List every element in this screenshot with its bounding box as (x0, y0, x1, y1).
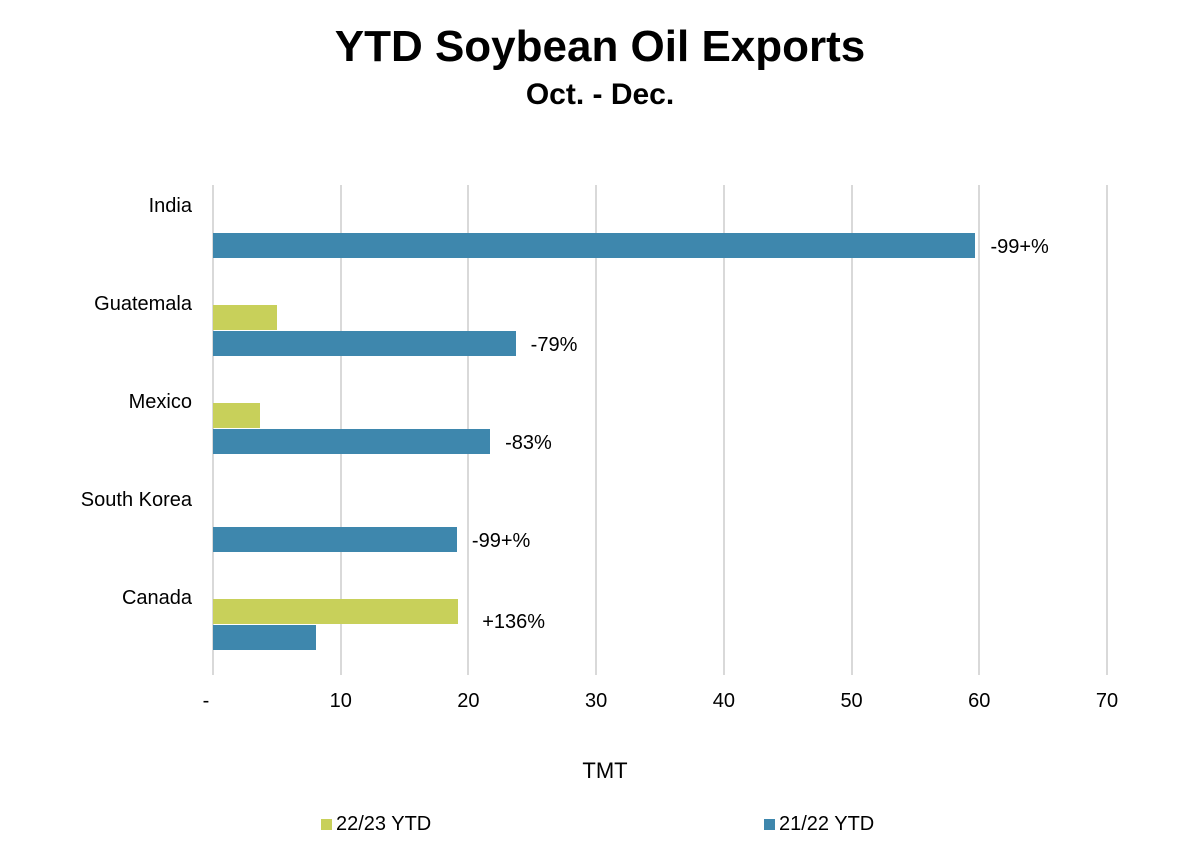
legend-swatch-2122 (764, 819, 775, 830)
x-tick-label: 50 (840, 690, 863, 712)
legend-item-2122: 21/22 YTD (764, 813, 874, 836)
x-tick-label: 40 (712, 690, 735, 712)
bar-2223 (213, 403, 261, 428)
x-tick-label: 10 (329, 690, 352, 712)
data-label: +136% (482, 611, 546, 633)
category-label: Mexico (128, 391, 192, 413)
bar-2122 (213, 233, 976, 258)
gridline (1106, 185, 1108, 675)
bar-2122 (213, 625, 317, 650)
x-tick-label: - (202, 690, 210, 712)
bar-2122 (213, 331, 516, 356)
data-label: -83% (505, 432, 552, 454)
legend-label-2122: 21/22 YTD (779, 813, 875, 835)
category-label: India (148, 195, 192, 217)
gridline (722, 185, 725, 675)
x-tick-label: 20 (457, 690, 480, 712)
data-label: -99+% (471, 530, 531, 552)
category-label: Guatemala (94, 293, 192, 315)
chart-title: YTD Soybean Oil Exports (334, 22, 866, 71)
gridline (595, 185, 598, 675)
x-tick-label: 30 (585, 690, 608, 712)
legend-label-2223: 22/23 YTD (336, 813, 432, 835)
bar-2122 (213, 527, 457, 552)
bar-2223 (213, 305, 277, 330)
gridline (978, 185, 981, 675)
x-axis-label: TMT (582, 758, 628, 783)
plot-area: -99+% -79% -83% -99+% +136% (212, 185, 1108, 675)
category-label: Canada (121, 587, 192, 609)
data-label: -99+% (990, 236, 1049, 258)
legend-swatch-2223 (321, 819, 332, 830)
data-label: -79% (530, 334, 578, 356)
x-tick-label: 70 (1095, 690, 1119, 712)
chart-subtitle: Oct. - Dec. (525, 78, 675, 111)
legend-item-2223: 22/23 YTD (321, 813, 431, 836)
bar-2223 (213, 599, 459, 624)
bar-2122 (213, 429, 491, 454)
category-label: South Korea (80, 489, 192, 511)
gridline (850, 185, 853, 675)
x-tick-label: 60 (968, 690, 991, 712)
